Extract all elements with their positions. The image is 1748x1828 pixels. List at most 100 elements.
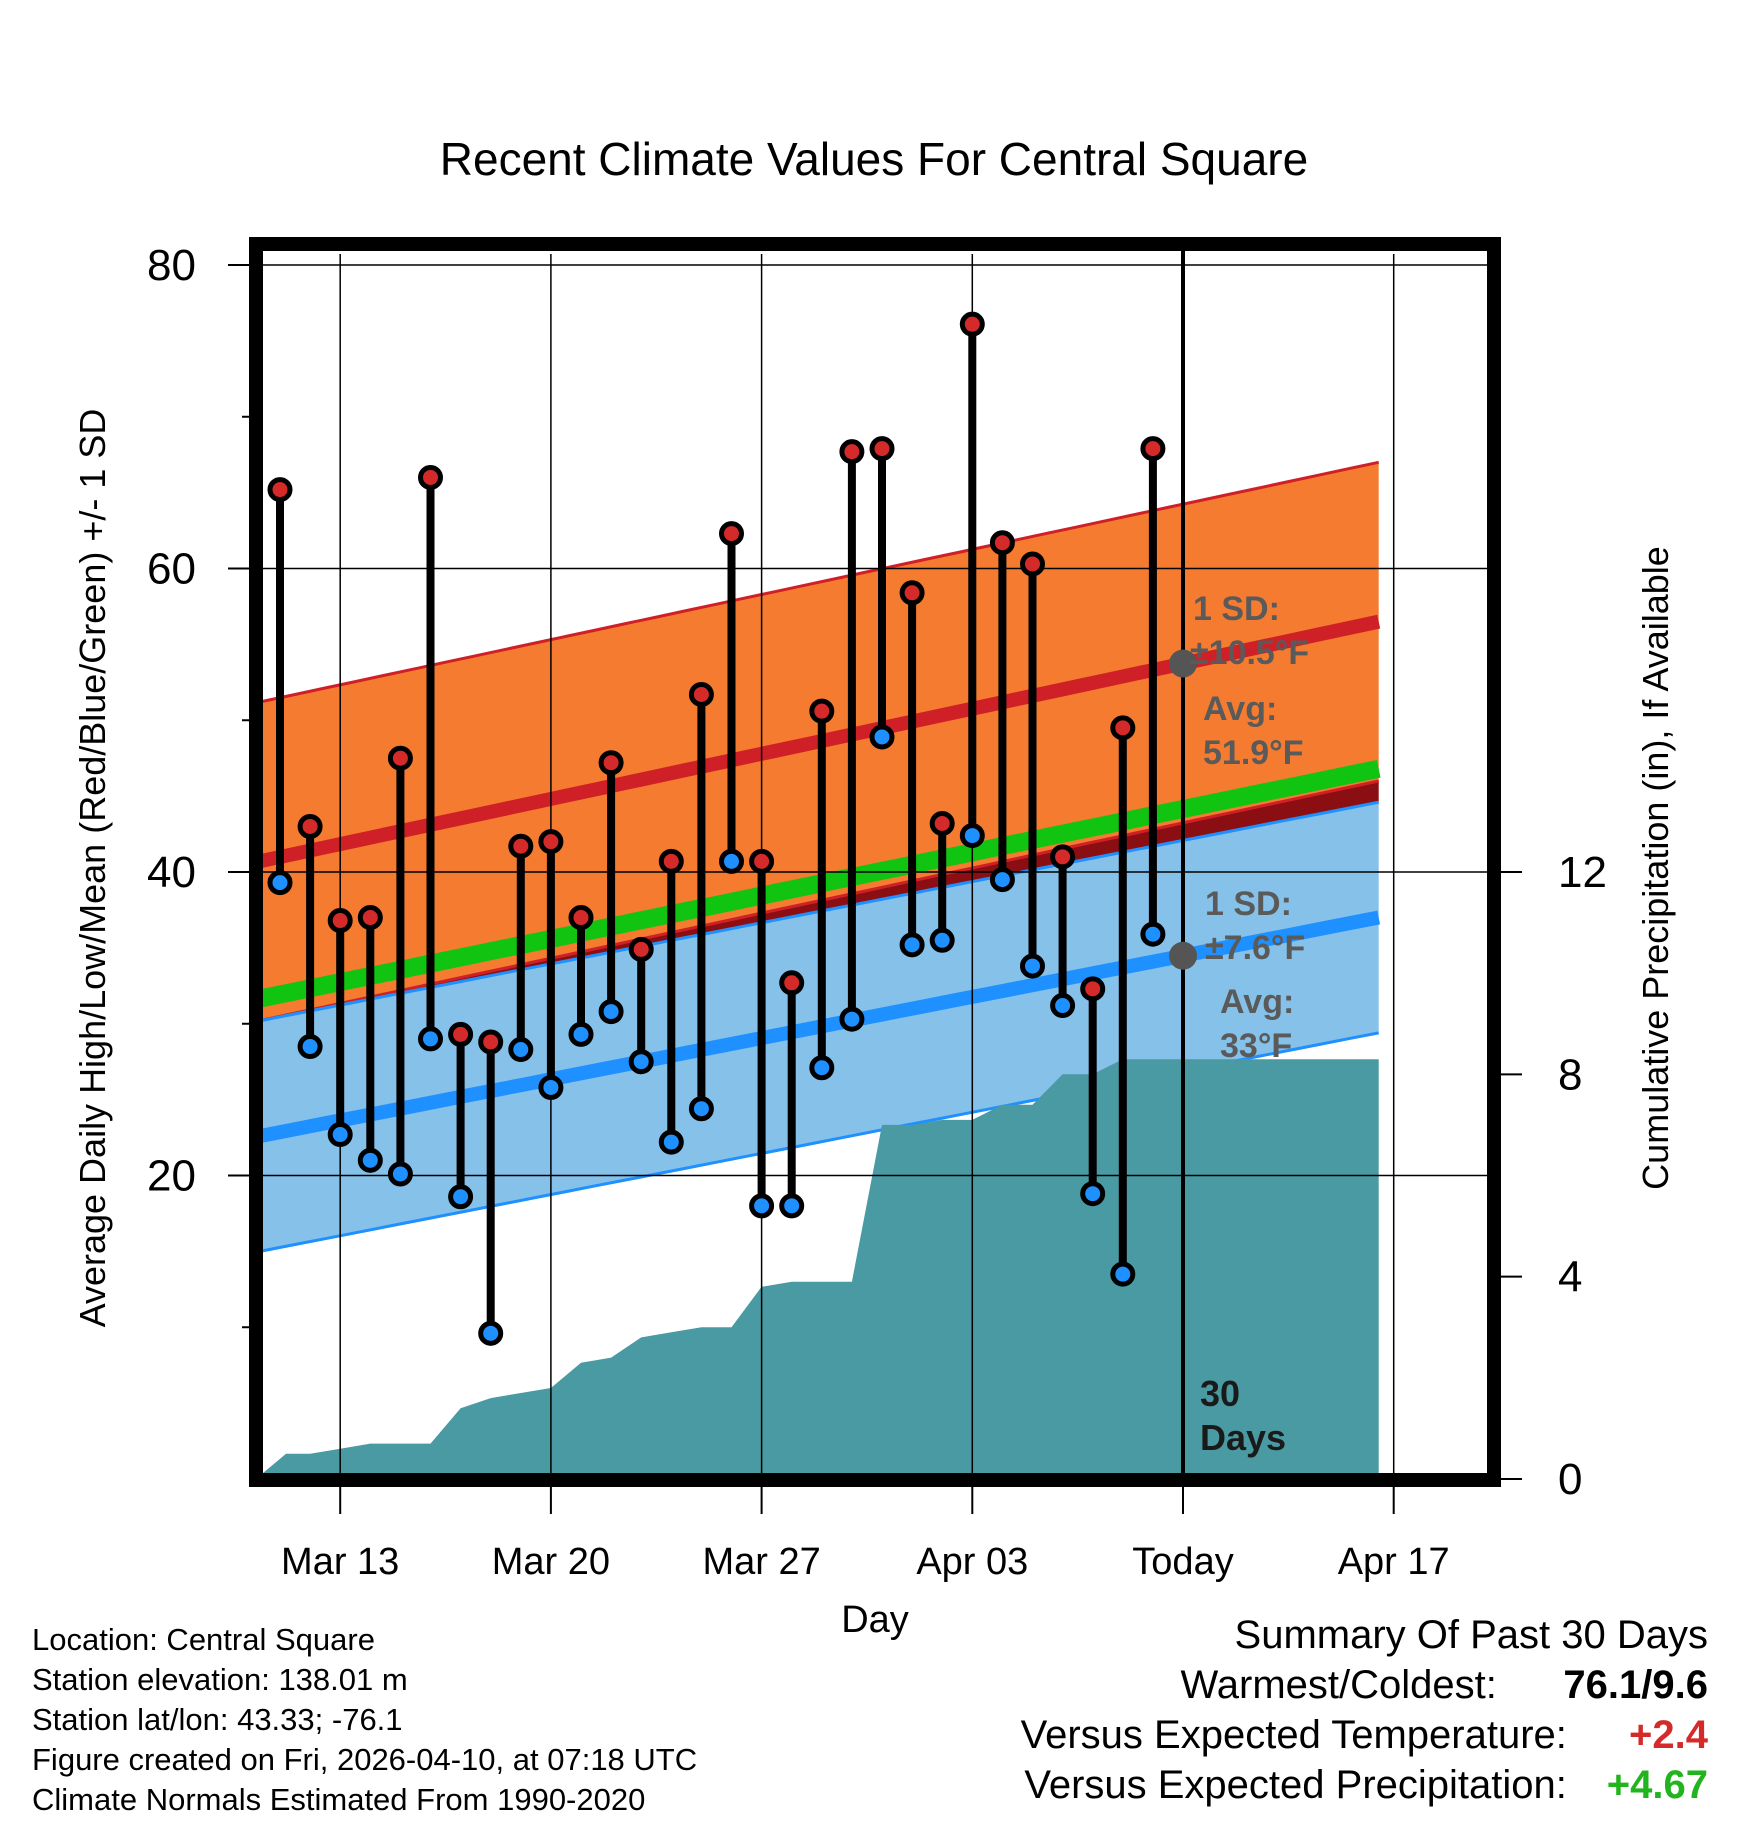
annotations: 1 SD: ±10.5°F Avg: 51.9°F 1 SD: ±7.6°F A…	[1190, 590, 1309, 1458]
today-label-count: 30	[1200, 1373, 1240, 1414]
location-text: Location: Central Square	[32, 1622, 375, 1657]
precip-value: +4.67	[1606, 1763, 1708, 1807]
high-sd-title: 1 SD:	[1193, 590, 1280, 628]
low-point-day-24	[959, 823, 985, 849]
today-label-unit: Days	[1200, 1417, 1286, 1458]
low-point-day-12	[598, 999, 624, 1025]
latlon-text: Station lat/lon: 43.33; -76.1	[32, 1702, 403, 1737]
summary-title: Summary Of Past 30 Days	[1234, 1613, 1708, 1657]
today-high-avg-marker	[1169, 649, 1197, 678]
low-avg-title: Avg:	[1220, 983, 1294, 1021]
low-point-day-4	[357, 1147, 383, 1173]
temp-value: +2.4	[1629, 1713, 1708, 1757]
elevation-text: Station elevation: 138.01 m	[32, 1662, 408, 1697]
low-point-day-30	[1140, 921, 1166, 947]
y-tick-label-20: 20	[147, 1152, 196, 1201]
daily-range-stems	[276, 324, 1157, 1334]
station-info: Location: Central Square Station elevati…	[32, 1620, 697, 1820]
low-point-day-10	[538, 1074, 564, 1100]
low-avg-value: 33°F	[1220, 1027, 1292, 1065]
low-point-day-11	[568, 1021, 594, 1047]
low-point-day-29	[1110, 1261, 1136, 1287]
high-point-day-3	[327, 908, 353, 934]
gridlines	[262, 254, 1488, 1478]
chart-title: Recent Climate Values For Central Square	[440, 133, 1308, 185]
low-point-day-25	[989, 867, 1015, 893]
low-sd-title: 1 SD:	[1205, 885, 1292, 923]
today-line	[1169, 244, 1197, 1478]
high-point-day-20	[839, 439, 865, 465]
low-point-day-8	[478, 1320, 504, 1346]
low-point-day-7	[448, 1184, 474, 1210]
precip-cumulative-area	[262, 1059, 1379, 1479]
high-point-day-21	[869, 436, 895, 462]
x-tick-label-apr-03: Apr 03	[916, 1541, 1028, 1583]
x-tick-label-apr-17: Apr 17	[1338, 1541, 1450, 1583]
high-point-day-27	[1050, 844, 1076, 870]
low-point-day-16	[719, 848, 744, 874]
y-tick-label-40: 40	[147, 848, 196, 897]
low-point-day-17	[749, 1193, 775, 1219]
precipitation-area	[262, 1059, 1379, 1479]
low-point-day-19	[809, 1055, 835, 1081]
created-text: Figure created on Fri, 2026-04-10, at 07…	[32, 1742, 698, 1777]
high-point-day-4	[357, 905, 383, 931]
precip-label: Versus Expected Precipitation:	[1024, 1763, 1567, 1807]
y-axis-left-label: Average Daily High/Low/Mean (Red/Blue/Gr…	[72, 409, 113, 1328]
axes: 20 40 60 80 0 4 8 12 Mar 13 Mar 20 Mar 27 Apr 03 Tod…	[147, 241, 1607, 1583]
high-point-day-6	[418, 464, 443, 490]
low-point-day-5	[387, 1161, 413, 1187]
high-point-day-5	[387, 745, 413, 771]
low-point-day-3	[327, 1122, 353, 1148]
high-sd-upper-line	[262, 460, 1380, 704]
high-point-day-8	[478, 1029, 504, 1055]
high-point-day-11	[568, 905, 594, 931]
high-point-day-17	[749, 848, 775, 874]
high-point-day-13	[628, 936, 654, 962]
low-point-day-27	[1050, 993, 1076, 1019]
high-point-day-26	[1020, 551, 1045, 577]
low-point-day-9	[508, 1037, 534, 1063]
x-axis-label: Day	[841, 1599, 909, 1641]
low-point-day-26	[1020, 953, 1045, 979]
high-point-day-2	[297, 813, 323, 839]
low-point-day-20	[839, 1006, 865, 1032]
y2-tick-label-12: 12	[1558, 848, 1607, 897]
high-point-day-23	[929, 810, 955, 836]
low-sd-upper-line	[262, 800, 1379, 1022]
high-avg-value: 51.9°F	[1203, 734, 1304, 772]
y-axis-right-label: Cumulative Precipitation (in), If Availa…	[1635, 546, 1676, 1190]
low-sd-value: ±7.6°F	[1205, 929, 1305, 967]
low-point-day-13	[628, 1049, 654, 1075]
high-point-day-9	[508, 833, 534, 859]
low-point-day-1	[267, 870, 293, 896]
high-point-day-30	[1140, 436, 1166, 462]
warmest-value: 76.1/9.6	[1563, 1663, 1708, 1707]
y2-tick-label-4: 4	[1558, 1253, 1582, 1302]
high-point-day-15	[688, 681, 714, 707]
summary-temp-row: Versus Expected Temperature: +2.4	[808, 1710, 1708, 1760]
high-point-day-28	[1080, 976, 1106, 1002]
low-point-day-14	[658, 1129, 684, 1155]
high-point-day-7	[448, 1021, 474, 1047]
low-point-day-22	[899, 932, 925, 958]
summary-warmest-row: Warmest/Coldest: 76.1/9.6	[808, 1660, 1709, 1710]
high-sd-lower-line	[262, 779, 1380, 1022]
today-low-avg-marker	[1169, 941, 1197, 970]
x-tick-label-mar-27: Mar 27	[702, 1541, 820, 1583]
x-tick-label-today: Today	[1132, 1541, 1233, 1583]
high-point-day-18	[779, 970, 805, 996]
x-tick-label-mar-13: Mar 13	[281, 1541, 399, 1583]
temp-label: Versus Expected Temperature:	[1020, 1713, 1567, 1757]
y2-tick-label-0: 0	[1558, 1455, 1582, 1504]
plot-frame	[249, 237, 1501, 1487]
high-point-day-24	[959, 311, 985, 337]
low-point-day-18	[779, 1193, 805, 1219]
high-point-day-14	[658, 848, 684, 874]
daily-points	[267, 311, 1166, 1346]
normal-mean-line	[262, 759, 1381, 1008]
warmest-label: Warmest/Coldest:	[1180, 1663, 1497, 1707]
summary-panel: Summary Of Past 30 Days Warmest/Coldest:…	[808, 1610, 1708, 1810]
high-avg-title: Avg:	[1203, 690, 1277, 728]
